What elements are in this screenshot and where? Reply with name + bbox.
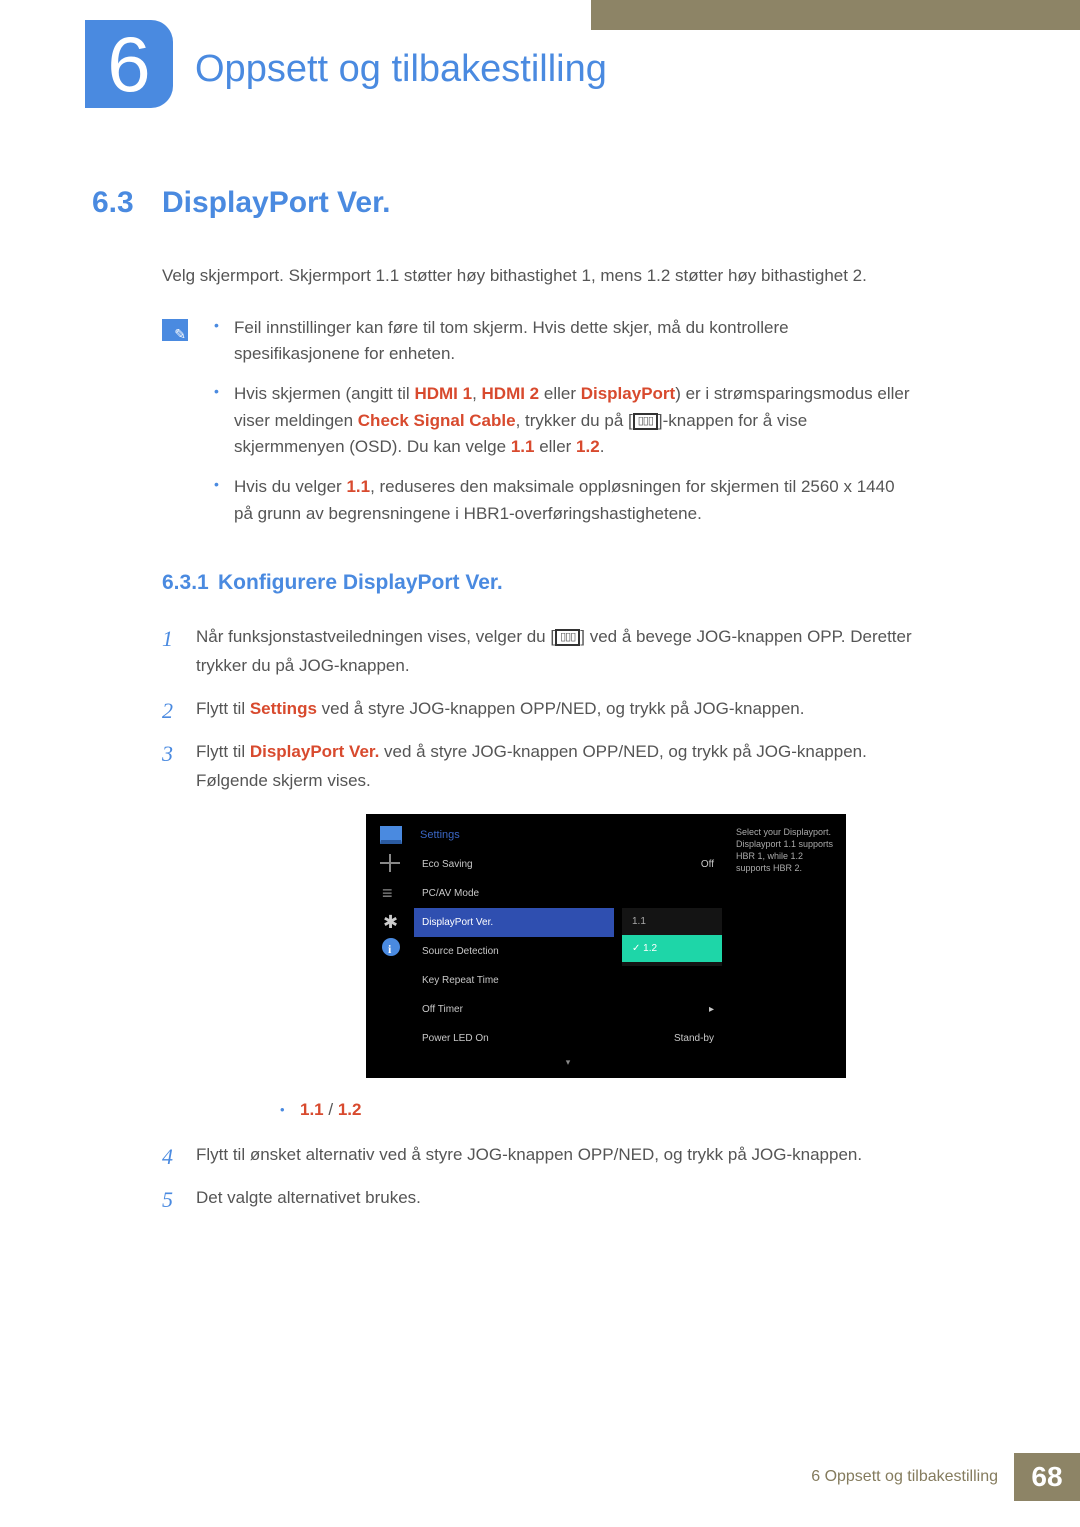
hl-hdmi1: HDMI 1 [414,384,472,403]
note-block: Feil innstillinger kan føre til tom skje… [162,315,912,541]
note-text: eller [534,437,576,456]
chapter-title: Oppsett og tilbakestilling [195,48,607,91]
note-item: Feil innstillinger kan føre til tom skje… [208,315,912,368]
osd-label: Off Timer [422,1001,463,1018]
page-number: 68 [1014,1453,1080,1501]
gear-icon [380,910,402,928]
section-number: 6.3 [92,186,162,220]
note-item: Hvis du velger 1.1, reduseres den maksim… [208,474,912,527]
step-number: 1 [162,620,173,657]
menu-button-glyph: ▯▯▯ [633,413,658,430]
step-text: Flytt til [196,699,250,718]
note-icon [162,319,188,341]
page-footer: 6 Oppsett og tilbakestilling 68 [811,1453,1080,1501]
step-list: 1 Når funksjonstastveiledningen vises, v… [162,623,912,1213]
osd-option-1-2: 1.2 [622,935,722,962]
osd-row-powerled: Power LED On Stand-by [414,1024,722,1053]
step-text: Flytt til [196,742,250,761]
osd-value: Stand-by [674,1030,714,1047]
osd-row-source: Source Detection [414,937,614,966]
osd-screenshot: Settings Eco Saving Off PC/AV Mode Displa… [366,814,912,1079]
osd-panel: Settings Eco Saving Off PC/AV Mode Displa… [366,814,846,1079]
hl-hdmi2: HDMI 2 [482,384,540,403]
hl-settings: Settings [250,699,317,718]
step-item: 1 Når funksjonstastveiledningen vises, v… [162,623,912,681]
info-icon [382,938,400,956]
option-sep: / [324,1100,338,1119]
option-values: 1.1 / 1.2 [300,1096,912,1125]
step-text: Det valgte alternativet brukes. [196,1188,421,1207]
note-list: Feil innstillinger kan føre til tom skje… [208,315,912,541]
chapter-badge: 6 [85,20,173,108]
hl-1-1: 1.1 [511,437,535,456]
chapter-number: 6 [107,19,150,110]
monitor-icon [380,826,402,844]
page-content: 6.3DisplayPort Ver. Velg skjermport. Skj… [92,186,912,1227]
subsection-number: 6.3.1 [162,571,218,595]
hl-1-1: 1.1 [346,477,370,496]
osd-main: Settings Eco Saving Off PC/AV Mode Displa… [408,822,728,1071]
hl-1-2: 1.2 [576,437,600,456]
osd-title: Settings [414,822,722,851]
top-accent-bar [591,0,1080,30]
osd-label: Eco Saving [422,856,473,873]
list-icon [380,882,402,900]
hl-displayport: DisplayPort [581,384,675,403]
step-item: 3 Flytt til DisplayPort Ver. ved å styre… [162,738,912,1126]
note-item: Hvis skjermen (angitt til HDMI 1, HDMI 2… [208,381,912,460]
osd-option-1-1: 1.1 [622,908,722,935]
hl-displayport-ver: DisplayPort Ver. [250,742,379,761]
osd-row-offtimer: Off Timer ▸ [414,995,722,1024]
note-text: , [472,384,481,403]
osd-label: Source Detection [422,943,499,960]
chevron-down-icon: ▾ [414,1053,722,1070]
osd-label: Key Repeat Time [422,972,499,989]
step-item: 4 Flytt til ønsket alternativ ved å styr… [162,1141,912,1170]
osd-row-keyrepeat: Key Repeat Time [414,966,722,995]
step-text: Når funksjonstastveiledningen vises, vel… [196,627,555,646]
step-number: 2 [162,692,173,729]
section-heading: 6.3DisplayPort Ver. [92,186,912,220]
osd-sidebar [374,822,408,1071]
section-intro: Velg skjermport. Skjermport 1.1 støtter … [162,264,912,289]
note-text: . [600,437,605,456]
note-text: , trykker du på [ [516,411,633,430]
footer-chapter-ref: 6 Oppsett og tilbakestilling [811,1468,1014,1486]
osd-value: Off [701,856,714,873]
step-number: 4 [162,1138,173,1175]
subsection-title: Konfigurere DisplayPort Ver. [218,571,503,594]
step-text: Flytt til ønsket alternativ ved å styre … [196,1145,862,1164]
step-item: 5 Det valgte alternativet brukes. [162,1184,912,1213]
osd-submenu: 1.1 1.2 [622,908,722,966]
osd-help-text: Select your Displayport. Displayport 1.1… [728,822,838,1071]
osd-label: DisplayPort Ver. [422,914,493,931]
move-icon [380,854,402,872]
step-number: 3 [162,735,173,772]
osd-row-displayport: DisplayPort Ver. [414,908,614,937]
menu-button-glyph: ▯▯▯ [555,629,580,646]
osd-row-eco: Eco Saving Off [414,850,722,879]
note-text: Hvis du velger [234,477,346,496]
osd-label: PC/AV Mode [422,885,479,902]
note-text: Feil innstillinger kan føre til tom skje… [234,318,789,363]
note-text: eller [539,384,581,403]
option-1-1: 1.1 [300,1100,324,1119]
chevron-right-icon: ▸ [709,1001,714,1018]
osd-label: Power LED On [422,1030,489,1047]
option-1-2: 1.2 [338,1100,362,1119]
step-number: 5 [162,1181,173,1218]
osd-row-pcav: PC/AV Mode [414,879,722,908]
hl-check-signal: Check Signal Cable [358,411,516,430]
step-item: 2 Flytt til Settings ved å styre JOG-kna… [162,695,912,724]
section-title: DisplayPort Ver. [162,186,390,219]
subsection-heading: 6.3.1Konfigurere DisplayPort Ver. [162,571,912,595]
note-text: Hvis skjermen (angitt til [234,384,414,403]
step-text: ved å styre JOG-knappen OPP/NED, og tryk… [317,699,805,718]
